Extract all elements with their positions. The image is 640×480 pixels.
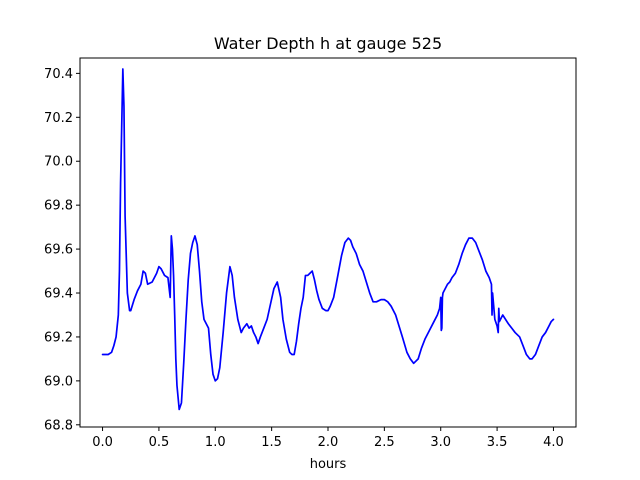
x-tick-label: 2.5 — [374, 435, 395, 450]
y-axis: 68.8 69.0 69.2 69.4 69.6 69.8 70.0 70.2 70.4 — [44, 67, 80, 433]
x-axis: 0.0 0.5 1.0 1.5 2.0 2.5 3.0 3.5 4.0 — [92, 427, 564, 450]
y-tick-label: 69.6 — [44, 243, 73, 258]
x-tick-label: 4.0 — [543, 435, 564, 450]
y-tick-label: 70.2 — [44, 111, 73, 126]
x-tick-label: 0.5 — [149, 435, 170, 450]
chart-title: Water Depth h at gauge 525 — [214, 34, 442, 53]
y-tick-label: 69.2 — [44, 330, 73, 345]
y-tick-label: 69.4 — [44, 287, 73, 302]
x-tick-label: 1.5 — [261, 435, 282, 450]
x-tick-label: 1.0 — [205, 435, 226, 450]
y-tick-label: 69.0 — [44, 374, 73, 389]
series-line-0 — [101, 68, 555, 411]
y-tick-label: 70.4 — [44, 67, 73, 82]
plot-area — [101, 68, 555, 411]
y-tick-label: 70.0 — [44, 155, 73, 170]
x-tick-label: 0.0 — [92, 435, 113, 450]
y-tick-label: 68.8 — [44, 418, 73, 433]
y-tick-label: 69.8 — [44, 199, 73, 214]
x-axis-label: hours — [310, 457, 347, 472]
x-tick-label: 2.0 — [318, 435, 339, 450]
x-tick-label: 3.5 — [487, 435, 508, 450]
x-tick-label: 3.0 — [430, 435, 451, 450]
